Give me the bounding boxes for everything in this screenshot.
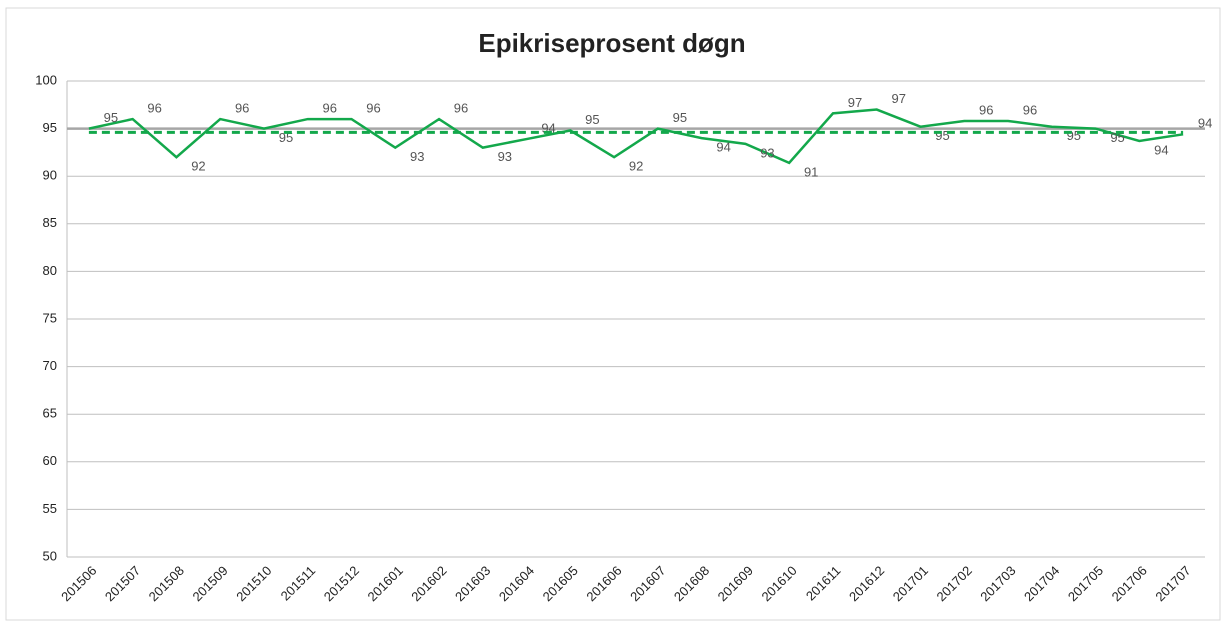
data-label: 95 — [104, 110, 118, 125]
chart-border — [5, 7, 1221, 621]
y-tick-label: 65 — [43, 406, 57, 421]
y-tick-label: 85 — [43, 215, 57, 230]
data-label: 96 — [235, 101, 249, 116]
data-label: 95 — [1067, 128, 1081, 143]
y-tick-label: 75 — [43, 310, 57, 325]
data-label: 91 — [804, 164, 818, 179]
y-tick-label: 90 — [43, 168, 57, 183]
data-label: 95 — [585, 112, 599, 127]
data-label: 96 — [322, 101, 336, 116]
data-label: 92 — [629, 159, 643, 174]
data-label: 96 — [454, 101, 468, 116]
data-label: 96 — [147, 101, 161, 116]
y-tick-label: 100 — [35, 72, 57, 87]
y-tick-label: 95 — [43, 120, 57, 135]
data-label: 96 — [1023, 102, 1037, 117]
data-label: 92 — [191, 159, 205, 174]
data-label: 96 — [979, 102, 993, 117]
data-label: 95 — [673, 110, 687, 125]
data-label: 97 — [848, 95, 862, 110]
y-tick-label: 70 — [43, 358, 57, 373]
data-label: 93 — [410, 149, 424, 164]
data-label: 93 — [498, 149, 512, 164]
data-label: 95 — [935, 128, 949, 143]
y-tick-label: 55 — [43, 501, 57, 516]
y-tick-label: 60 — [43, 453, 57, 468]
data-label: 97 — [891, 91, 905, 106]
y-tick-label: 50 — [43, 548, 57, 563]
data-label: 93 — [760, 145, 774, 160]
chart-title: Epikriseprosent døgn — [478, 28, 745, 58]
data-label: 94 — [716, 140, 730, 155]
data-label: 94 — [1198, 116, 1212, 131]
data-label: 94 — [1154, 142, 1168, 157]
data-label: 96 — [366, 101, 380, 116]
y-tick-label: 80 — [43, 263, 57, 278]
data-line — [88, 108, 1184, 165]
